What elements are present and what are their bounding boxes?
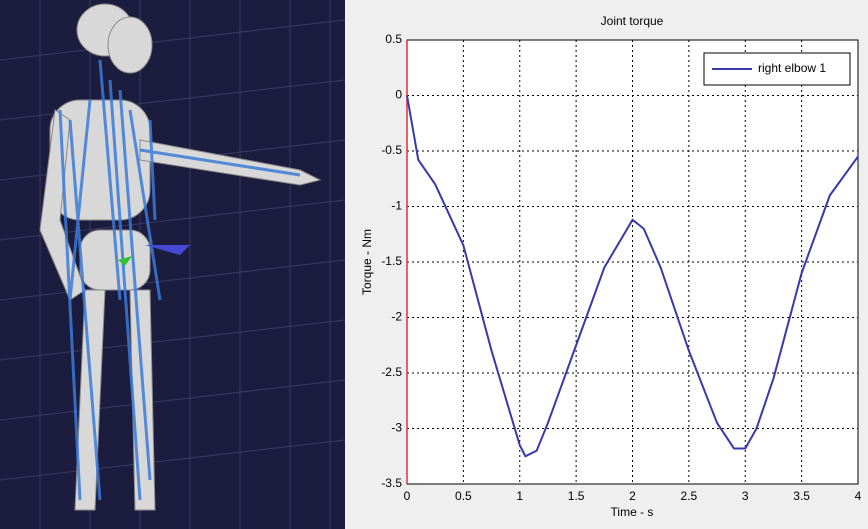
y-axis-label: Torque - Nm [360,229,374,295]
x-tick-label: 4 [855,489,862,503]
y-tick-label: -1 [391,199,402,213]
skeleton-render [0,0,346,529]
x-axis-label: Time - s [611,505,654,519]
x-tick-label: 2 [629,489,636,503]
y-tick-label: -0.5 [381,143,402,157]
series-line [406,95,859,458]
y-tick-label: -2.5 [381,365,402,379]
x-tick-label: 3.5 [793,489,810,503]
y-tick-label: -2 [391,310,402,324]
x-tick-label: 3 [742,489,749,503]
y-tick-label: -3 [391,421,402,435]
x-tick-label: 0 [404,489,411,503]
chart-title: Joint torque [601,14,664,28]
y-tick-label: -3.5 [381,476,402,490]
y-tick-label: -1.5 [381,254,402,268]
x-tick-label: 1 [516,489,523,503]
x-tick-label: 0.5 [455,489,472,503]
y-tick-label: 0.5 [385,32,402,46]
y-tick-label: 0 [395,88,402,102]
legend-label: right elbow 1 [758,61,826,75]
x-tick-label: 1.5 [568,489,585,503]
x-tick-label: 2.5 [681,489,698,503]
